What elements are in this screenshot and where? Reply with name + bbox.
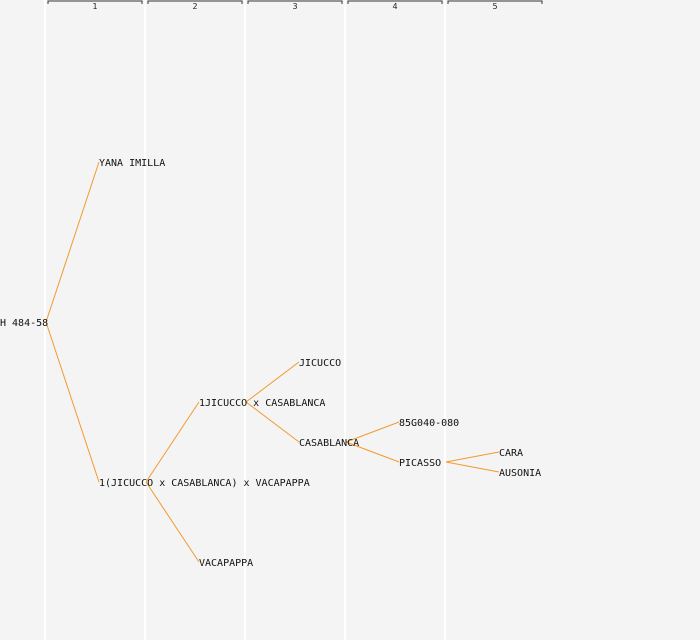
edge-root-cross_main	[45, 321, 100, 483]
generation-bracket	[447, 0, 543, 4]
edge-root-yana_imilla	[45, 161, 100, 323]
generation-bracket	[147, 0, 243, 4]
node-ausonia[interactable]: AUSONIA	[499, 468, 541, 479]
generation-bracket	[47, 0, 143, 4]
edge-picasso-ausonia	[445, 461, 500, 473]
node-root[interactable]: H 484-58	[0, 318, 48, 329]
node-casablanca[interactable]: CASABLANCA	[299, 438, 359, 449]
node-picasso[interactable]: PICASSO	[399, 458, 441, 469]
pedigree-edges	[45, 161, 500, 563]
generation-label: 1	[92, 2, 97, 11]
generation-bracket	[347, 0, 443, 4]
node-cara[interactable]: CARA	[499, 448, 523, 459]
node-cross-jc[interactable]: 1JICUCCO x CASABLANCA	[199, 398, 325, 409]
generation-label: 3	[292, 2, 297, 11]
generation-headers: 1 2 3 4 5	[47, 0, 543, 11]
generation-label: 2	[192, 2, 197, 11]
node-cross-main[interactable]: 1(JICUCCO x CASABLANCA) x VACAPAPPA	[99, 478, 310, 489]
edge-picasso-cara	[445, 451, 500, 463]
generation-label: 5	[492, 2, 497, 11]
generation-bracket	[247, 0, 343, 4]
generation-label: 4	[392, 2, 397, 11]
node-vacapappa[interactable]: VACAPAPPA	[199, 558, 253, 569]
node-g85[interactable]: 85G040-080	[399, 418, 459, 429]
edge-cross_jc-jicucco	[245, 361, 300, 403]
pedigree-nodes: H 484-58 YANA IMILLA 1(JICUCCO x CASABLANC…	[0, 158, 541, 569]
node-yana-imilla[interactable]: YANA IMILLA	[99, 158, 165, 169]
edge-cross_main-cross_jc	[145, 401, 200, 483]
edge-cross_jc-casablanca	[245, 401, 300, 443]
edge-cross_main-vacapappa	[145, 481, 200, 563]
edge-casablanca-picasso	[345, 441, 400, 463]
edge-casablanca-g85	[345, 421, 400, 443]
node-jicucco[interactable]: JICUCCO	[299, 358, 341, 369]
generation-columns	[44, 0, 446, 640]
